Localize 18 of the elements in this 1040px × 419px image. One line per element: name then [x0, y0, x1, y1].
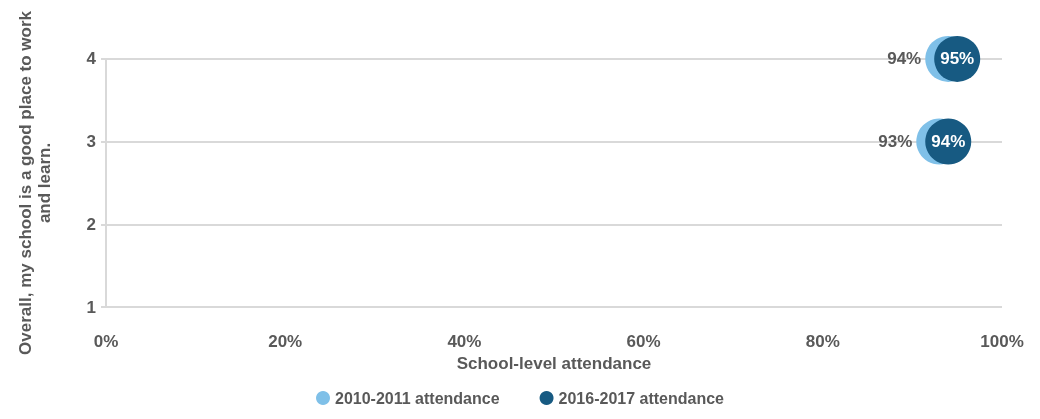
legend-label: 2010-2011 attendance [335, 389, 500, 407]
y-tick-label: 1 [86, 297, 96, 317]
x-tick-label: 60% [626, 332, 661, 351]
y-tick-label: 3 [86, 132, 96, 152]
x-tick-label: 80% [805, 332, 840, 351]
legend-label: 2016-2017 attendance [558, 389, 725, 407]
x-tick-label: 20% [268, 332, 303, 351]
y-axis-title: Overall, my school is a good place to work and learn. [16, 10, 54, 355]
data-label: 94% [887, 49, 922, 69]
x-tick-label: 40% [447, 332, 482, 351]
y-tick-label: 4 [86, 49, 97, 69]
data-label: 95% [940, 49, 975, 69]
y-tick-label: 2 [86, 214, 96, 234]
data-label: 93% [878, 132, 913, 152]
data-label: 94% [931, 132, 966, 152]
x-tick-label: 100% [980, 332, 1024, 351]
x-tick-label: 0% [93, 332, 119, 351]
x-axis-title: School-level attendance [456, 353, 652, 373]
